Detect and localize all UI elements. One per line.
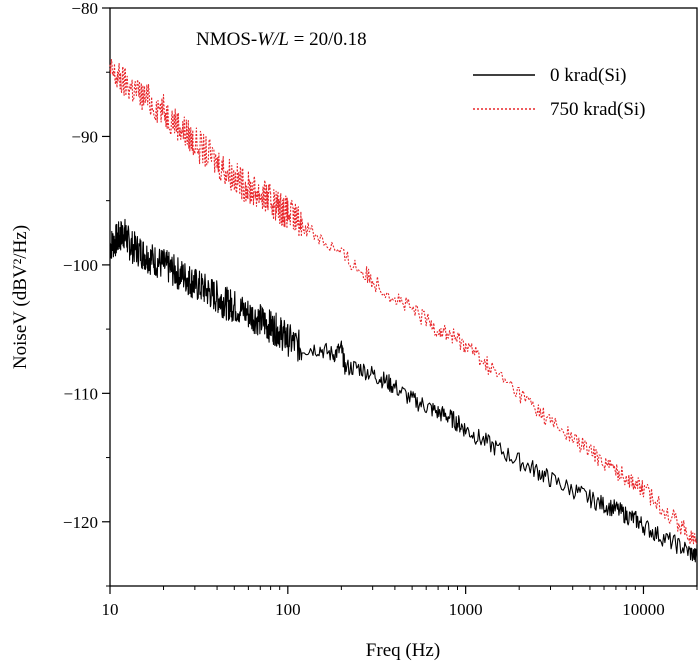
- x-tick-label-10: 10: [102, 600, 119, 619]
- legend-label-0krad: 0 krad(Si): [550, 65, 627, 86]
- series-layer: [109, 59, 698, 563]
- y-tick-label-2: −100: [63, 256, 98, 275]
- x-tick-label-1000: 1000: [449, 600, 483, 619]
- annotation-suffix: = 20/0.18: [289, 29, 367, 50]
- series-line-0: [109, 218, 698, 563]
- x-axis-title: Freq (Hz): [366, 640, 440, 661]
- legend: 0 krad(Si) 750 krad(Si): [473, 65, 646, 120]
- y-tick-label-3: −110: [64, 384, 98, 403]
- annotation-prefix: NMOS-: [196, 29, 257, 50]
- x-tick-label-100: 100: [275, 600, 301, 619]
- y-tick-label-4: −120: [63, 513, 98, 532]
- x-tick-label-10000: 10000: [622, 600, 665, 619]
- y-axis-title: NoiseV (dBV²/Hz): [10, 225, 31, 369]
- chart-annotation: NMOS-W/L = 20/0.18: [196, 29, 367, 50]
- annotation-italic: W/L: [257, 29, 289, 50]
- axis-layer: 10 100 1000 10000 −80 −90 −100 −110 −120: [63, 0, 698, 619]
- y-tick-label-0: −80: [71, 0, 98, 18]
- series-line-1: [109, 59, 698, 545]
- plot-frame: [109, 7, 698, 587]
- legend-label-750krad: 750 krad(Si): [550, 99, 646, 120]
- y-tick-label-1: −90: [71, 127, 98, 146]
